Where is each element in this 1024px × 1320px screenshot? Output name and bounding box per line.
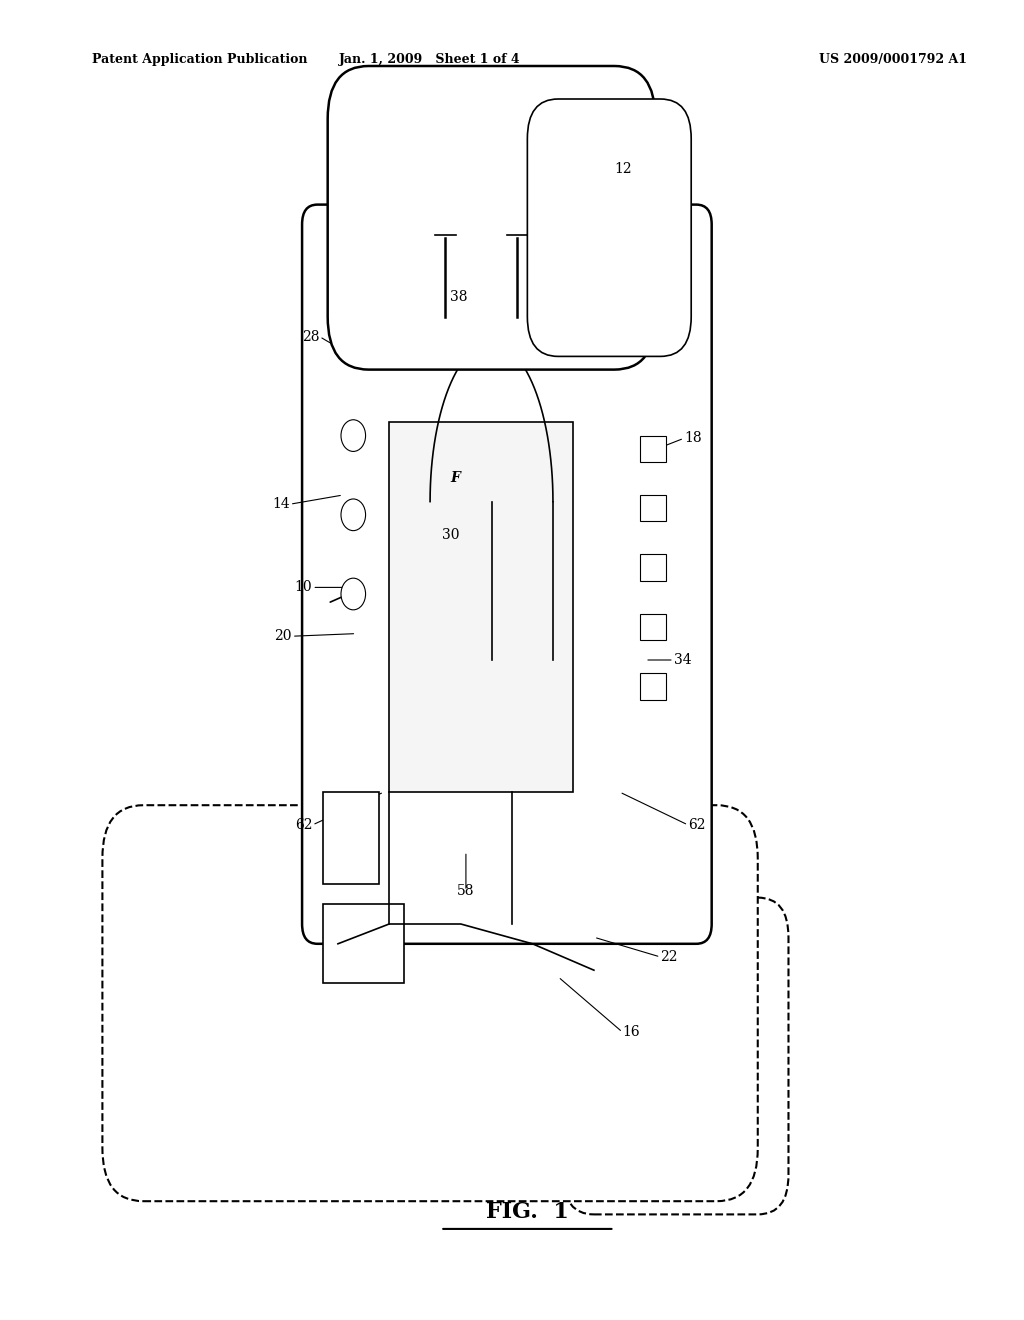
Circle shape [341,499,366,531]
Text: 12: 12 [614,162,632,176]
FancyBboxPatch shape [527,99,691,356]
Bar [323,904,404,983]
Circle shape [341,420,366,451]
Text: 10: 10 [295,581,312,594]
Bar [323,792,379,884]
Bar [640,554,666,581]
Text: 28: 28 [302,330,319,343]
Text: 14: 14 [272,498,290,511]
FancyBboxPatch shape [540,247,592,275]
FancyBboxPatch shape [102,805,758,1201]
Text: F: F [451,471,461,484]
Bar [640,436,666,462]
Text: 18: 18 [684,432,701,445]
FancyBboxPatch shape [389,422,573,792]
Text: Patent Application Publication: Patent Application Publication [92,53,307,66]
Text: FIG.  1: FIG. 1 [486,1201,568,1222]
FancyBboxPatch shape [563,898,788,1214]
FancyBboxPatch shape [396,247,449,275]
FancyBboxPatch shape [468,247,520,275]
Text: 62: 62 [688,818,706,832]
Text: 38: 38 [450,290,468,304]
Text: 22: 22 [660,950,678,964]
FancyBboxPatch shape [302,205,712,944]
Circle shape [341,578,366,610]
Text: 34: 34 [674,653,691,667]
Text: 20: 20 [274,630,292,643]
Bar [640,495,666,521]
Text: 16: 16 [623,1026,640,1039]
Bar [640,673,666,700]
Text: 30: 30 [441,528,460,541]
FancyBboxPatch shape [328,66,655,370]
Text: Jan. 1, 2009   Sheet 1 of 4: Jan. 1, 2009 Sheet 1 of 4 [339,53,521,66]
Text: US 2009/0001792 A1: US 2009/0001792 A1 [819,53,968,66]
Text: 62: 62 [295,818,312,832]
Text: 58: 58 [457,884,475,898]
Bar [640,614,666,640]
